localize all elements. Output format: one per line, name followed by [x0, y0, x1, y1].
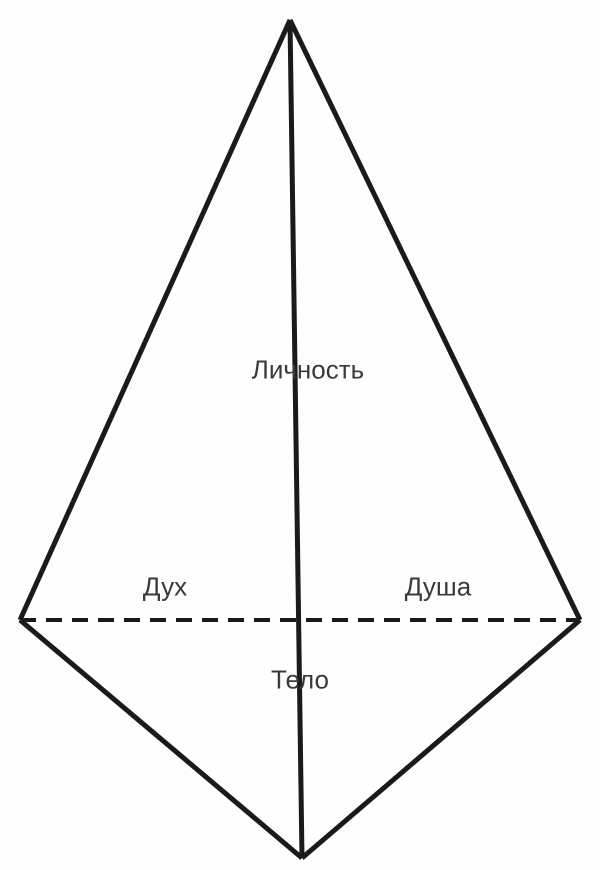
label-left: Дух: [143, 572, 187, 603]
label-bottom: Тело: [271, 665, 329, 696]
edge-left-bottom: [20, 620, 302, 858]
edge-apex-right: [290, 20, 580, 620]
tetrahedron-diagram: Личность Дух Душа Тело: [0, 0, 600, 870]
edge-apex-left: [20, 20, 290, 620]
diagram-svg: [0, 0, 600, 870]
label-top: Личность: [252, 355, 364, 386]
edge-right-bottom: [302, 620, 580, 858]
edge-apex-bottom: [290, 20, 302, 858]
label-right: Душа: [405, 572, 472, 603]
